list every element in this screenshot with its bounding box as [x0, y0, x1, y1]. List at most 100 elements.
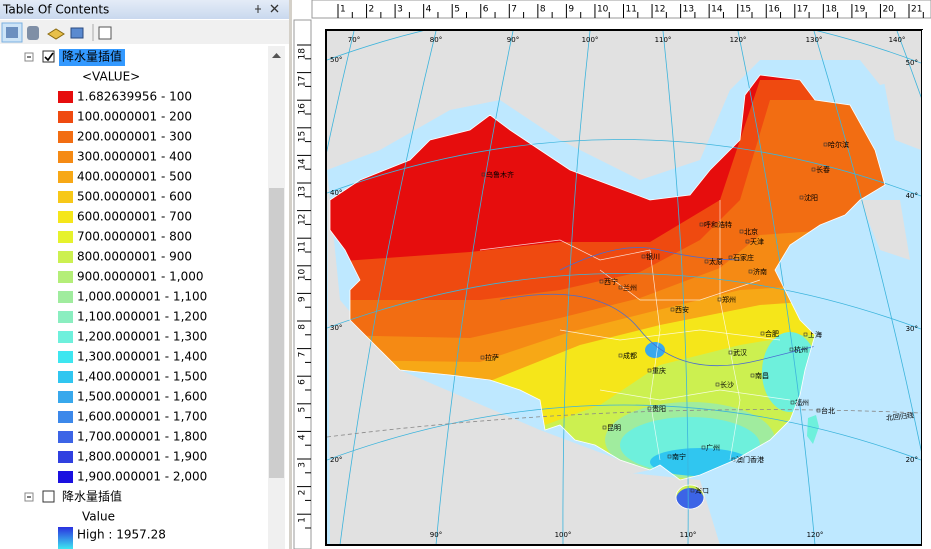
city-label: 西宁: [604, 277, 618, 286]
class-swatch: [58, 231, 73, 243]
city-label: 长沙: [720, 380, 734, 389]
ruler-top-label: 4: [426, 5, 432, 15]
class-swatch: [58, 411, 73, 423]
parallel: [327, 273, 921, 330]
province-border: [649, 249, 661, 461]
layer-checkbox[interactable]: [42, 50, 55, 63]
city-label: 贵阳: [652, 404, 666, 413]
ramp-high-label: High : 1957.28: [77, 528, 166, 542]
class-swatch: [58, 111, 73, 123]
class-label: 1,300.000001 - 1,400: [77, 350, 207, 364]
close-icon[interactable]: [270, 4, 279, 13]
city-label: 兰州: [623, 283, 637, 292]
class-swatch: [58, 191, 73, 203]
city-dot: [647, 368, 652, 373]
city-dot: [602, 425, 607, 430]
class-swatch: [58, 311, 73, 323]
options[interactable]: [98, 26, 112, 40]
lat-label: 40°: [906, 192, 918, 200]
class-label: 900.0000001 - 1,000: [77, 270, 203, 284]
ruler-left-label: 9: [298, 296, 308, 302]
ruler-left-label: 5: [298, 407, 308, 413]
ruler-top-label: 8: [540, 5, 546, 15]
field-name: Value: [82, 510, 115, 524]
ruler-left-label: 17: [298, 76, 308, 87]
land-korea: [860, 200, 910, 260]
ruler-left-label: 13: [298, 186, 308, 197]
meridian: [327, 31, 355, 153]
map-labels: 70° 80° 90° 100° 110° 120° 130° 140° 90° 100° 110°…: [330, 36, 918, 539]
scroll-up[interactable]: [272, 53, 281, 58]
lon-label: 110°: [680, 531, 697, 539]
layer-name[interactable]: 降水量插值: [62, 49, 122, 64]
tropic-label: 北回归线: [886, 411, 915, 423]
class-label: 1,900.000001 - 2,000: [77, 470, 207, 484]
ruler-top-label: 2: [369, 5, 375, 15]
city-label: 南宁: [672, 452, 686, 461]
class-swatch: [58, 251, 73, 263]
city-dot: [811, 167, 816, 172]
river: [559, 247, 741, 271]
class-label: 1,000.000001 - 1,100: [77, 290, 207, 304]
lon-label: 100°: [582, 36, 599, 44]
class-label: 400.0000001 - 500: [77, 170, 192, 184]
city-dot: [717, 297, 722, 302]
toc-header: [0, 0, 289, 19]
meridian: [737, 31, 816, 544]
ruler-top-label: 18: [825, 5, 837, 15]
class-label: 700.0000001 - 800: [77, 230, 192, 244]
city-label: 澳门香港: [736, 455, 764, 464]
list-by-visibility[interactable]: [47, 28, 65, 40]
ruler-left-label: 2: [298, 490, 308, 496]
ruler-top-label: 20: [882, 5, 894, 15]
city-dot: [715, 382, 720, 387]
list-by-source[interactable]: [27, 26, 39, 40]
province-border: [559, 329, 781, 341]
city-label: 台北: [821, 406, 835, 415]
ruler-left-label: 8: [298, 324, 308, 330]
ruler-left-label: 12: [298, 214, 308, 225]
city-label: 福州: [795, 398, 809, 407]
ruler-left-label: 6: [298, 379, 308, 385]
lon-label: 90°: [507, 36, 519, 44]
toc-tree: 降水量插值 <VALUE> 1.682639956 - 100 100.0000001…: [24, 49, 207, 549]
city-label: 银川: [646, 252, 660, 261]
city-label: 拉萨: [485, 353, 499, 362]
province-border: [599, 389, 791, 401]
city-dot: [789, 347, 794, 352]
class-swatch: [58, 151, 73, 163]
parallel: [327, 404, 921, 461]
class-swatch: [58, 431, 73, 443]
city-label: 哈尔滨: [828, 140, 849, 149]
class-swatch: [58, 331, 73, 343]
field-name: <VALUE>: [82, 70, 140, 84]
ruler-top-label: 13: [683, 5, 694, 15]
city-label: 昆明: [607, 424, 621, 432]
city-label: 乌鲁木齐: [486, 170, 514, 179]
zone: [645, 342, 665, 358]
city-label: 南昌: [755, 371, 769, 380]
splitter: [289, 0, 292, 549]
layer-checkbox[interactable]: [42, 490, 55, 503]
city-dot: [745, 239, 750, 244]
ruler-top-label: 6: [483, 5, 489, 15]
ruler-left-label: 14: [298, 158, 308, 170]
lon-label: 120°: [730, 36, 747, 44]
city-label: 成都: [623, 351, 637, 360]
parallel: [327, 139, 921, 197]
lon-label: 100°: [555, 531, 572, 539]
city-dot: [699, 222, 704, 227]
pin-icon[interactable]: [255, 5, 261, 13]
lat-label: 30°: [330, 324, 342, 332]
province-border: [719, 200, 741, 461]
meridian: [562, 31, 591, 544]
list-by-selection[interactable]: [70, 27, 84, 39]
ruler-top-label: 21: [911, 5, 922, 15]
class-swatch: [58, 91, 73, 103]
layer-name[interactable]: 降水量插值: [62, 489, 122, 504]
city-label: 郑州: [722, 296, 736, 304]
scroll-thumb[interactable]: [269, 188, 284, 478]
class-swatch: [58, 391, 73, 403]
city-label: 长春: [816, 165, 830, 174]
